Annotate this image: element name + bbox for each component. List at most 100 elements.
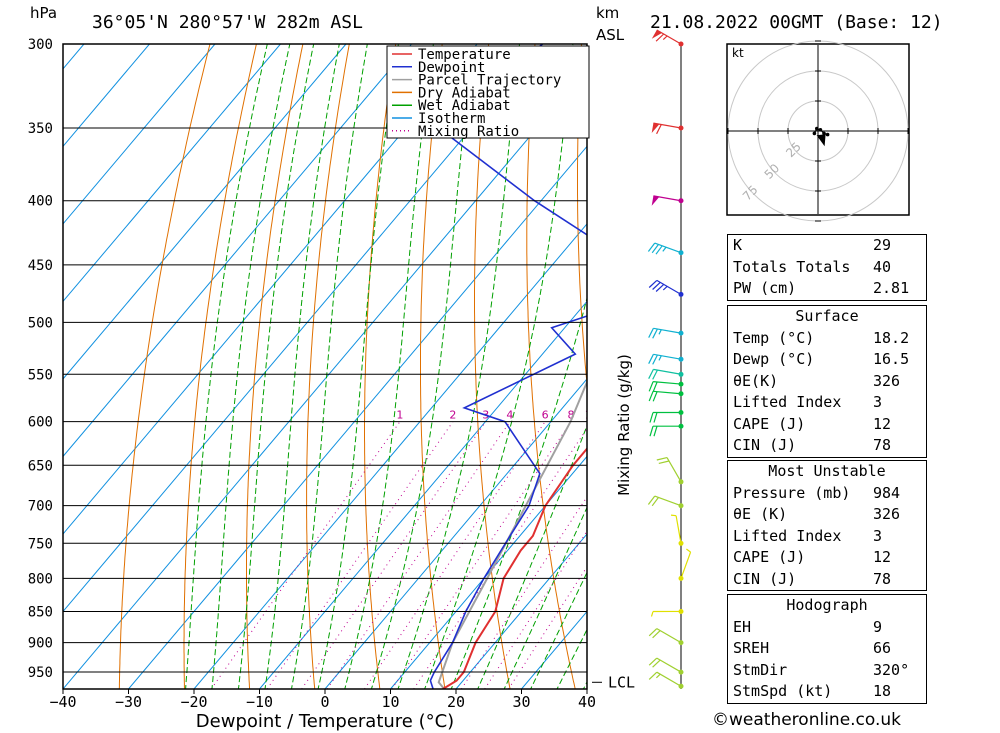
wind-barb — [649, 410, 684, 423]
mixing-ratio-label: 10 — [585, 409, 599, 422]
dry-adiabat-line — [420, 44, 446, 689]
table-row: Lifted Index 3 — [728, 526, 926, 548]
row-label: PW (cm) — [733, 279, 797, 297]
pressure-tick-label: 600 — [28, 415, 53, 431]
temp-tick-label: −30 — [115, 693, 142, 711]
temp-tick-label: −20 — [180, 693, 207, 711]
row-value: 320° — [873, 660, 910, 679]
table-row: K 29 — [728, 235, 926, 257]
table-row: CAPE (J) 12 — [728, 414, 926, 436]
row-label: Dewp (°C) — [733, 350, 815, 368]
surface-table: Surface Temp (°C) 18.2 Dewp (°C) 16.5 θE(K) 32… — [727, 305, 927, 458]
wind-barb — [648, 390, 684, 402]
isotherm-line — [63, 44, 216, 225]
row-label: Totals Totals — [733, 257, 851, 276]
isotherm-line — [324, 378, 587, 689]
isotherm-line — [63, 68, 587, 689]
table-row: StmSpd (kt) 18 — [728, 681, 926, 703]
x-axis-label: Dewpoint / Temperature (°C) — [196, 711, 454, 732]
location-title: 36°05'N 280°57'W 282m ASL — [92, 12, 363, 33]
row-label: Lifted Index — [733, 526, 842, 545]
row-label: StmDir — [733, 660, 788, 679]
mixing-ratio-line — [508, 565, 587, 689]
wind-barb — [656, 457, 684, 485]
temp-tick-label: 30 — [512, 693, 530, 711]
legend-label: Isotherm — [418, 111, 485, 127]
plot-frame — [62, 43, 588, 690]
row-label: θE(K) — [733, 371, 779, 390]
isotherm-line — [455, 533, 587, 689]
pressure-tick-label: 950 — [28, 665, 53, 681]
y-unit-label: hPa — [30, 4, 57, 22]
row-value: 78 — [873, 436, 892, 454]
isotherm-line — [63, 44, 281, 303]
temp-tick-label: 40 — [578, 693, 596, 711]
table-row: EH 9 — [728, 617, 926, 639]
isotherm-line — [259, 300, 587, 689]
row-label: StmSpd (kt) — [733, 682, 833, 700]
table-row: θE(K) 326 — [728, 371, 926, 393]
row-value: 3 — [873, 526, 883, 545]
table-row: SREH 66 — [728, 638, 926, 660]
mixing-ratio-label: 1 — [396, 409, 403, 422]
mixing-ratio-line — [210, 421, 401, 689]
isotherm-line — [63, 44, 150, 148]
wind-barb — [648, 381, 684, 392]
temperature-line — [442, 447, 587, 689]
table-row: StmDir 320° — [728, 660, 926, 682]
table-row: PW (cm) 2.81 — [728, 278, 926, 300]
alt-unit-asl: ASL — [596, 26, 625, 44]
row-label: θE (K) — [733, 505, 788, 523]
wet-adiabat-line — [211, 44, 291, 689]
dry-adiabat-line — [953, 44, 1000, 689]
row-value: 3 — [873, 393, 883, 411]
pressure-tick-label: 650 — [28, 458, 53, 474]
table-title: Hodograph — [786, 596, 868, 614]
temp-tick-label: 20 — [447, 693, 465, 711]
row-value: 66 — [873, 639, 892, 657]
legend-label: Dewpoint — [418, 60, 485, 76]
mixing-ratio-label: 2 — [449, 409, 456, 422]
mixing-ratio-label: 4 — [506, 409, 513, 422]
table-title: Most Unstable — [768, 462, 886, 480]
mixing-ratio-line — [326, 421, 511, 689]
wet-adiabat-line — [530, 571, 587, 689]
dry-adiabat-line — [474, 44, 511, 689]
table-row: θE (K) 326 — [728, 504, 926, 526]
row-label: CAPE (J) — [733, 414, 806, 433]
dry-adiabat-line — [246, 44, 304, 689]
pressure-tick-label: 750 — [28, 536, 53, 552]
table-row: CAPE (J) 12 — [728, 547, 926, 569]
dry-adiabat-line — [118, 44, 211, 689]
pressure-tick-label: 550 — [28, 367, 53, 383]
wind-barb — [648, 657, 684, 675]
datetime-title: 21.08.2022 00GMT (Base: 12) — [650, 12, 943, 33]
wind-barb — [651, 29, 684, 47]
table-row: CIN (J) 78 — [728, 435, 926, 457]
lcl-label: LCL — [608, 673, 635, 691]
wind-barb — [647, 242, 684, 256]
wet-adiabat-line — [344, 44, 434, 689]
wind-barb — [648, 368, 684, 380]
temp-tick-label: 0 — [320, 693, 329, 711]
row-label: Lifted Index — [733, 393, 842, 411]
row-value: 984 — [873, 483, 901, 502]
isotherm-line — [63, 44, 347, 380]
wind-barb — [649, 423, 684, 437]
parcel-trajectory-line — [437, 379, 587, 689]
pressure-tick-label: 300 — [28, 37, 53, 53]
dry-adiabat-line — [627, 44, 706, 689]
pressure-tick-label: 700 — [28, 499, 53, 515]
temp-tick-label: 10 — [381, 693, 399, 711]
mixing-ratio-label: 8 — [568, 409, 575, 422]
dry-adiabat-line — [306, 44, 350, 689]
wet-adiabat-line — [424, 44, 574, 689]
table-row: Totals Totals 40 — [728, 257, 926, 279]
mixing-ratio-axis-label: Mixing Ratio (g/kg) — [615, 354, 633, 496]
wind-barb — [650, 609, 684, 617]
table-row: Dewp (°C) 16.5 — [728, 349, 926, 371]
pressure-tick-label: 450 — [28, 258, 53, 274]
isotherm-line — [63, 44, 478, 535]
